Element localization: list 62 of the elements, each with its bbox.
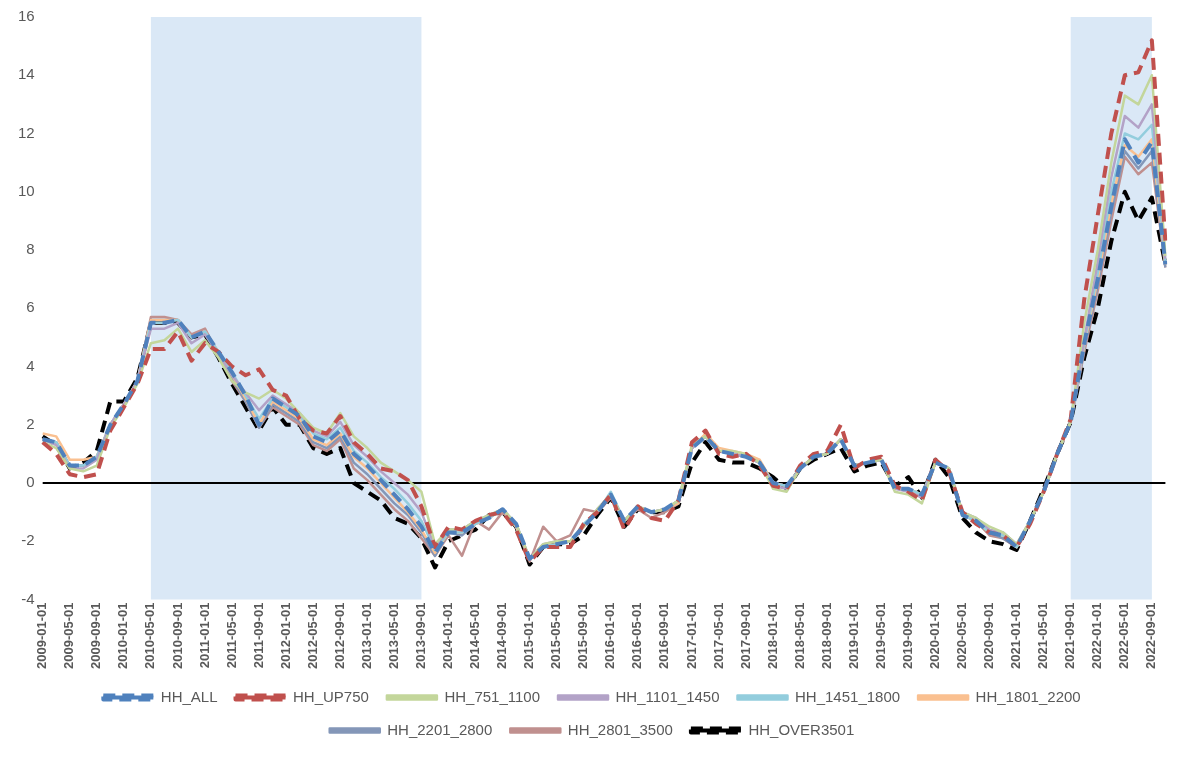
x-tick-label: 2017-01-01 bbox=[683, 602, 699, 669]
x-tick-label: 2016-09-01 bbox=[656, 602, 672, 669]
legend-label: HH_2801_3500 bbox=[567, 720, 673, 738]
x-tick-label: 2022-01-01 bbox=[1089, 602, 1105, 669]
x-tick-label: 2014-01-01 bbox=[440, 602, 456, 669]
x-tick-label: 2021-09-01 bbox=[1062, 602, 1078, 669]
x-tick-label: 2017-05-01 bbox=[710, 602, 726, 669]
x-tick-label: 2022-09-01 bbox=[1143, 602, 1159, 669]
legend-label: HH_ALL bbox=[160, 687, 218, 705]
x-tick-label: 2018-01-01 bbox=[764, 602, 780, 669]
x-tick-label: 2012-05-01 bbox=[304, 602, 320, 669]
y-tick-label: -4 bbox=[21, 589, 35, 607]
x-tick-label: 2019-05-01 bbox=[872, 602, 888, 669]
x-tick-label: 2018-05-01 bbox=[791, 602, 807, 669]
x-tick-label: 2017-09-01 bbox=[737, 602, 753, 669]
legend-label: HH_1101_1450 bbox=[615, 687, 720, 705]
legend-label: HH_1451_1800 bbox=[795, 687, 901, 705]
x-tick-label: 2011-01-01 bbox=[196, 602, 212, 669]
x-tick-label: 2013-05-01 bbox=[385, 602, 401, 669]
y-tick-label: 14 bbox=[18, 65, 35, 83]
x-tick-label: 2019-01-01 bbox=[845, 602, 861, 669]
x-tick-label: 2011-09-01 bbox=[250, 602, 266, 669]
x-tick-label: 2020-09-01 bbox=[981, 602, 997, 669]
legend-label: HH_1801_2200 bbox=[975, 687, 1081, 705]
x-tick-label: 2013-01-01 bbox=[358, 602, 374, 669]
x-tick-label: 2010-09-01 bbox=[169, 602, 185, 669]
x-tick-label: 2015-01-01 bbox=[521, 602, 537, 669]
legend-label: HH_751_1100 bbox=[444, 687, 541, 705]
x-tick-label: 2020-05-01 bbox=[954, 602, 970, 669]
x-tick-label: 2009-05-01 bbox=[61, 602, 77, 669]
y-tick-label: 8 bbox=[26, 240, 35, 258]
x-tick-label: 2010-05-01 bbox=[142, 602, 158, 669]
x-tick-label: 2015-05-01 bbox=[548, 602, 564, 669]
x-tick-label: 2021-01-01 bbox=[1008, 602, 1024, 669]
y-tick-label: 12 bbox=[18, 123, 35, 141]
x-tick-label: 2019-09-01 bbox=[899, 602, 915, 669]
x-tick-label: 2012-01-01 bbox=[277, 602, 293, 669]
y-tick-label: -2 bbox=[21, 531, 35, 549]
x-tick-label: 2011-05-01 bbox=[223, 602, 239, 669]
x-tick-label: 2018-09-01 bbox=[818, 602, 834, 669]
legend-label: HH_OVER3501 bbox=[748, 720, 855, 738]
x-tick-label: 2015-09-01 bbox=[575, 602, 591, 669]
legend-label: HH_2201_2800 bbox=[387, 720, 493, 738]
x-tick-label: 2020-01-01 bbox=[927, 602, 943, 669]
y-tick-label: 4 bbox=[26, 356, 35, 374]
x-tick-label: 2009-01-01 bbox=[34, 602, 50, 669]
x-tick-label: 2021-05-01 bbox=[1035, 602, 1051, 669]
x-tick-label: 2014-09-01 bbox=[494, 602, 510, 669]
x-tick-label: 2012-09-01 bbox=[331, 602, 347, 669]
y-tick-label: 16 bbox=[18, 7, 35, 25]
x-tick-label: 2022-05-01 bbox=[1116, 602, 1132, 669]
x-tick-label: 2010-01-01 bbox=[115, 602, 131, 669]
y-tick-label: 2 bbox=[26, 414, 35, 432]
y-tick-label: 0 bbox=[26, 473, 35, 491]
legend-label: HH_UP750 bbox=[293, 687, 369, 705]
x-tick-label: 2014-05-01 bbox=[467, 602, 483, 669]
x-tick-label: 2016-01-01 bbox=[602, 602, 618, 669]
y-tick-label: 6 bbox=[26, 298, 35, 316]
x-tick-label: 2009-09-01 bbox=[88, 602, 104, 669]
x-tick-label: 2016-05-01 bbox=[629, 602, 645, 669]
x-tick-label: 2013-09-01 bbox=[413, 602, 429, 669]
y-tick-label: 10 bbox=[18, 181, 35, 199]
